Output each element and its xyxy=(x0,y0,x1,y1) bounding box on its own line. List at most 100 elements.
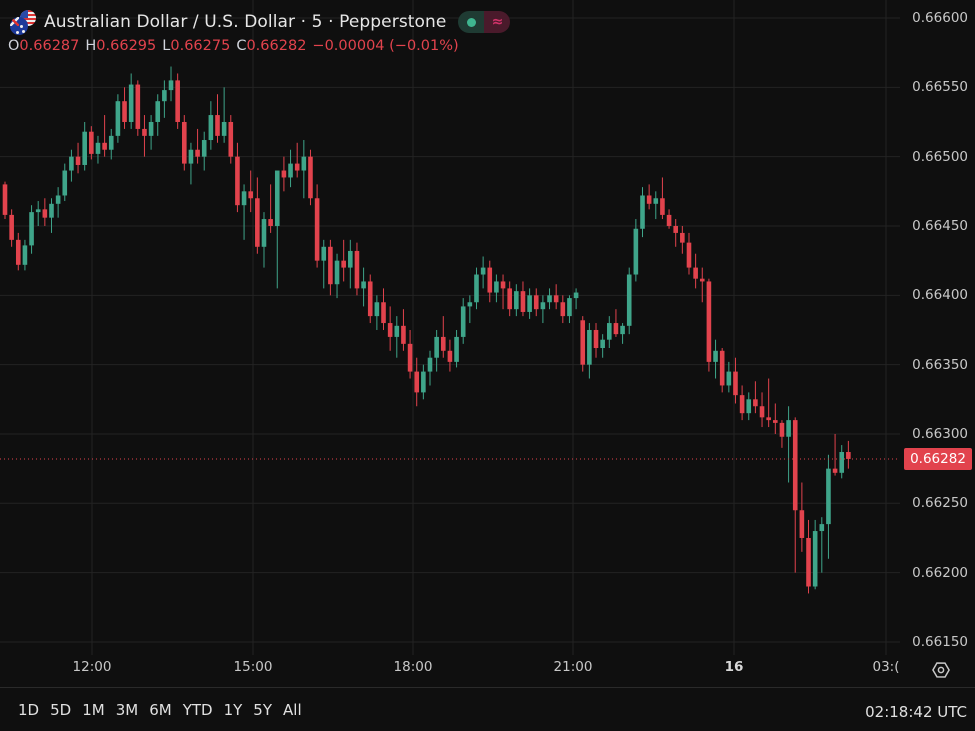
candle xyxy=(686,232,692,275)
candle xyxy=(567,295,572,324)
time-tick-label: 18:00 xyxy=(393,659,433,675)
candle xyxy=(726,361,732,393)
candle xyxy=(507,281,512,317)
price-tick-label: 0.66250 xyxy=(912,495,968,512)
candle xyxy=(786,406,791,483)
time-tick-label: 21:00 xyxy=(553,659,593,675)
candle xyxy=(401,309,406,351)
candle xyxy=(188,142,194,185)
candle xyxy=(680,225,685,254)
candle xyxy=(620,323,625,344)
range-button-1d[interactable]: 1D xyxy=(18,700,40,719)
candle xyxy=(733,357,738,404)
candle xyxy=(633,219,639,282)
date-range-bar: 1D 5D 1M 3M 6M YTD 1Y 5Y All xyxy=(0,688,975,731)
candle xyxy=(407,329,413,379)
candle xyxy=(301,140,307,199)
candle xyxy=(779,420,785,448)
candle xyxy=(500,274,506,310)
candle xyxy=(35,201,41,226)
candle xyxy=(348,239,353,289)
high-label: H xyxy=(85,38,97,54)
candle xyxy=(773,403,778,434)
price-tick-label: 0.66350 xyxy=(912,356,968,373)
candle xyxy=(354,242,360,296)
candle xyxy=(341,239,346,282)
candle xyxy=(706,278,712,372)
range-button-5d[interactable]: 5D xyxy=(50,700,72,719)
candle xyxy=(421,364,426,400)
range-button-5y[interactable]: 5Y xyxy=(253,700,273,719)
open-label: O xyxy=(8,38,20,54)
market-status-badge[interactable]: ≈ xyxy=(458,11,511,33)
candle xyxy=(660,177,665,220)
range-button-1y[interactable]: 1Y xyxy=(223,700,243,719)
price-chart-canvas[interactable] xyxy=(0,0,900,655)
candle xyxy=(580,316,586,372)
candle xyxy=(42,198,48,226)
candle xyxy=(228,115,234,164)
utc-clock[interactable]: 02:18:42 UTC xyxy=(865,703,967,721)
candle xyxy=(334,253,340,299)
low-label: L xyxy=(162,38,171,54)
candle xyxy=(560,295,566,324)
candle xyxy=(15,232,21,271)
candle xyxy=(799,482,805,552)
candle xyxy=(593,323,599,358)
candle xyxy=(201,131,207,171)
candle xyxy=(168,66,174,102)
candle xyxy=(175,73,180,129)
candle xyxy=(653,191,659,220)
candle xyxy=(235,142,240,213)
symbol-title[interactable]: Australian Dollar / U.S. Dollar · 5 · Pe… xyxy=(44,12,447,32)
candle xyxy=(221,87,227,143)
candle xyxy=(487,260,493,303)
candle xyxy=(792,417,798,573)
candle xyxy=(826,454,831,559)
candle xyxy=(381,288,386,330)
candle xyxy=(713,339,718,379)
australia-flag-icon xyxy=(10,17,28,35)
candle xyxy=(533,288,539,317)
candle xyxy=(699,267,705,303)
time-tick-label: 15:00 xyxy=(233,659,273,675)
range-button-1m[interactable]: 1M xyxy=(82,700,105,719)
candle xyxy=(846,440,851,469)
low-value: 0.66275 xyxy=(170,38,231,54)
candle xyxy=(547,288,552,310)
candle xyxy=(374,295,380,330)
price-axis[interactable]: 0.66600 0.66550 0.66500 0.66450 0.66400 0.663… xyxy=(900,0,975,655)
candle xyxy=(102,115,107,157)
candle xyxy=(328,239,333,296)
candle xyxy=(812,519,818,590)
candle xyxy=(281,156,287,192)
candle xyxy=(540,295,546,324)
candle xyxy=(494,274,499,303)
candle xyxy=(394,316,400,358)
candle xyxy=(447,339,453,372)
footer-divider xyxy=(0,687,975,688)
range-button-3m[interactable]: 3M xyxy=(115,700,139,719)
candle xyxy=(142,115,147,157)
candle xyxy=(95,135,101,164)
candle xyxy=(241,184,247,240)
candle xyxy=(155,94,161,136)
change-value: −0.00004 (−0.01%) xyxy=(312,38,459,54)
candle xyxy=(606,316,612,349)
candle xyxy=(69,149,74,182)
candle xyxy=(514,284,519,317)
price-tick-label: 0.66450 xyxy=(912,217,968,234)
open-value: 0.66287 xyxy=(19,38,80,54)
time-axis[interactable]: 12:00 15:00 18:00 21:00 16 03:( xyxy=(0,655,975,685)
range-button-ytd[interactable]: YTD xyxy=(182,700,213,719)
candle xyxy=(2,181,8,220)
range-button-all[interactable]: All xyxy=(283,700,302,719)
candle xyxy=(480,256,486,289)
candle xyxy=(89,126,94,160)
symbol-title-row: Australian Dollar / U.S. Dollar · 5 · Pe… xyxy=(8,9,511,35)
candle xyxy=(268,184,273,233)
range-button-6m[interactable]: 6M xyxy=(149,700,172,719)
chart-settings-icon[interactable] xyxy=(931,660,951,680)
candle xyxy=(427,350,433,386)
candle xyxy=(553,284,559,310)
